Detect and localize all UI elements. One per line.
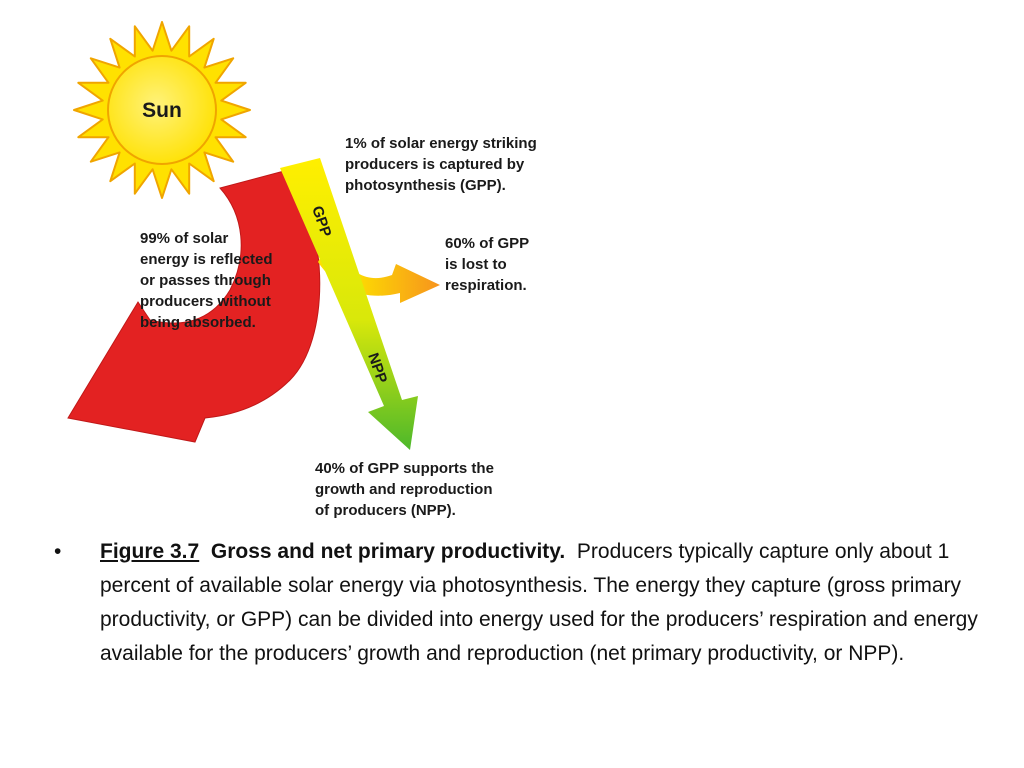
npp-note: 40% of GPP supports the growth and repro…: [315, 460, 494, 519]
figure-number: Figure 3.7: [100, 540, 200, 563]
reflected-energy-arrow: [67, 169, 321, 443]
reflected-energy-note: 99% of solar energy is reflected or pass…: [140, 230, 273, 331]
energy-flow-diagram: Sun GPP NPP: [67, 21, 440, 450]
figure-caption: • Figure 3.7 Gross and net primary produ…: [54, 535, 980, 671]
bullet-marker: •: [54, 540, 62, 563]
respiration-note: 60% of GPP is lost to respiration.: [445, 235, 530, 294]
figure-title: Gross and net primary productivity.: [210, 540, 566, 563]
sun-icon: Sun: [73, 21, 251, 199]
captured-energy-note: 1% of solar energy striking producers is…: [345, 135, 537, 194]
caption-body: Producers typically capture only about 1…: [100, 540, 978, 665]
sun-disc: [107, 55, 217, 165]
sun-label: Sun: [142, 99, 182, 122]
gpp-npp-arrow: [280, 158, 418, 450]
